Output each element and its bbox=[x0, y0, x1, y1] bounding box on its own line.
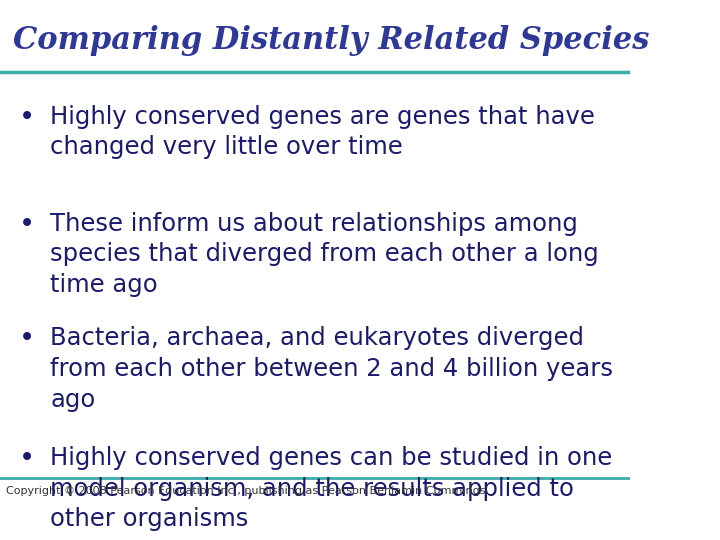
Text: These inform us about relationships among
species that diverged from each other : These inform us about relationships amon… bbox=[50, 212, 599, 297]
Text: Highly conserved genes are genes that have
changed very little over time: Highly conserved genes are genes that ha… bbox=[50, 105, 595, 159]
Text: •: • bbox=[19, 326, 35, 353]
Text: •: • bbox=[19, 212, 35, 238]
Text: Bacteria, archaea, and eukaryotes diverged
from each other between 2 and 4 billi: Bacteria, archaea, and eukaryotes diverg… bbox=[50, 326, 613, 411]
Text: Comparing Distantly Related Species: Comparing Distantly Related Species bbox=[13, 25, 649, 56]
Text: •: • bbox=[19, 105, 35, 131]
Text: Highly conserved genes can be studied in one
model organism, and the results app: Highly conserved genes can be studied in… bbox=[50, 446, 613, 531]
Text: •: • bbox=[19, 446, 35, 472]
Text: Copyright © 2008 Pearson Education Inc., publishing as Pearson Benjamin Cummings: Copyright © 2008 Pearson Education Inc.,… bbox=[6, 486, 486, 496]
